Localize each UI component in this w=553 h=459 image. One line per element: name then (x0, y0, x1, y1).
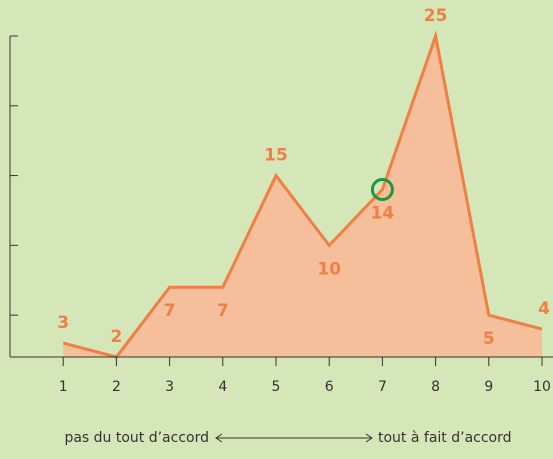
x-tick-label: 5 (272, 379, 281, 395)
data-label: 14 (371, 204, 395, 224)
data-label: 3 (57, 313, 69, 333)
data-label: 10 (317, 259, 341, 279)
line (62, 30, 543, 359)
data-label: 7 (164, 301, 176, 321)
data-label: 25 (424, 6, 448, 26)
data-label: 15 (264, 146, 288, 166)
x-tick-label: 7 (378, 379, 387, 395)
x-tick-label: 4 (218, 379, 227, 395)
scale-left-label: pas du tout d’accord (64, 430, 209, 446)
data-label: 5 (483, 329, 495, 349)
x-tick-label: 8 (431, 379, 440, 395)
x-tick-label: 2 (112, 379, 121, 395)
area (63, 36, 542, 357)
data-label: 4 (538, 299, 550, 319)
x-tick-label: 9 (484, 379, 493, 395)
scale-right-label: tout à fait d’accord (378, 430, 512, 446)
data-label: 7 (217, 301, 229, 321)
highlight-marker (370, 178, 394, 202)
x-tick-label: 3 (165, 379, 174, 395)
scale-arrow (215, 433, 373, 443)
x-tick-label: 6 (325, 379, 334, 395)
x-tick-label: 1 (59, 379, 68, 395)
data-label: 2 (110, 327, 122, 347)
x-tick-label: 10 (533, 379, 551, 395)
